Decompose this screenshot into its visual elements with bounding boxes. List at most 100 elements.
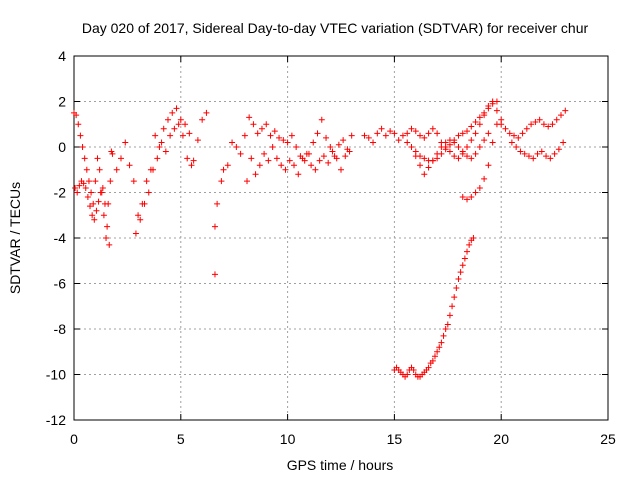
data-point [485, 130, 492, 137]
data-point [92, 178, 99, 185]
data-point [468, 155, 475, 162]
data-point [429, 157, 436, 164]
data-point [263, 121, 270, 128]
data-point [74, 189, 81, 196]
x-tick-label: 25 [600, 431, 616, 447]
data-point [220, 166, 227, 173]
data-point [558, 112, 565, 119]
data-points [71, 98, 569, 380]
data-point [404, 130, 411, 137]
data-point [498, 121, 505, 128]
data-point [229, 139, 236, 146]
data-point [562, 107, 569, 114]
data-point [438, 339, 445, 346]
data-point [291, 162, 298, 169]
data-point [82, 184, 89, 191]
data-point [464, 196, 471, 203]
data-point [73, 112, 80, 119]
data-point [425, 164, 432, 171]
data-point [284, 139, 291, 146]
data-point [543, 153, 550, 160]
data-point [303, 150, 310, 157]
data-point [83, 166, 90, 173]
data-point [502, 125, 509, 132]
data-point [481, 175, 488, 182]
data-point [404, 139, 411, 146]
data-point [481, 109, 488, 116]
data-point [137, 216, 144, 223]
data-point [468, 123, 475, 130]
data-point [560, 139, 567, 146]
data-point [451, 153, 458, 160]
data-point [446, 137, 453, 144]
data-point [261, 150, 268, 157]
data-point [211, 223, 218, 230]
data-point [199, 116, 206, 123]
data-point [276, 134, 283, 141]
data-point [464, 248, 471, 255]
data-point [451, 139, 458, 146]
data-point [81, 155, 88, 162]
data-point [335, 141, 342, 148]
data-point [100, 212, 107, 219]
data-point [106, 241, 113, 248]
data-point [551, 150, 558, 157]
data-point [89, 212, 96, 219]
data-point [233, 144, 240, 150]
data-point [179, 132, 186, 139]
data-point [453, 285, 460, 292]
data-point [470, 235, 477, 241]
data-point [436, 344, 443, 351]
data-point [314, 130, 321, 137]
data-point [399, 132, 406, 139]
x-tick-label: 5 [177, 431, 185, 447]
data-point [536, 116, 543, 123]
data-point [417, 132, 424, 139]
data-point [244, 178, 251, 185]
data-point [446, 148, 453, 155]
data-point [530, 155, 537, 162]
data-point [440, 332, 447, 339]
data-point [461, 255, 468, 262]
data-point [348, 132, 355, 139]
data-point [382, 132, 389, 139]
x-axis-label: GPS time / hours [287, 457, 394, 473]
y-axis-label: SDTVAR / TECUs [7, 182, 23, 294]
data-point [438, 144, 445, 150]
data-point [540, 121, 547, 128]
data-point [308, 162, 315, 169]
data-point [391, 130, 398, 137]
data-point [468, 137, 475, 144]
data-point [96, 166, 103, 173]
data-point [126, 162, 133, 169]
data-point [476, 121, 483, 128]
data-point [515, 134, 522, 141]
data-point [523, 125, 530, 132]
data-point [77, 132, 84, 139]
data-point [513, 144, 520, 150]
data-point [203, 109, 210, 116]
data-point [472, 130, 479, 137]
x-tick-label: 0 [70, 431, 78, 447]
data-point [472, 150, 479, 157]
data-point [476, 144, 483, 150]
y-tick-label: -12 [46, 412, 66, 428]
data-point [288, 132, 295, 139]
data-point [154, 155, 161, 162]
data-point [224, 162, 231, 169]
data-point [150, 166, 157, 173]
data-point [323, 134, 330, 141]
data-point [493, 98, 500, 105]
data-point [141, 200, 148, 207]
x-tick-label: 15 [387, 431, 403, 447]
data-point [252, 171, 259, 178]
data-point [286, 157, 293, 164]
grid-lines [74, 56, 608, 420]
y-tick-label: -6 [54, 276, 67, 292]
data-point [269, 144, 276, 150]
data-point [434, 130, 441, 137]
data-point [446, 312, 453, 319]
data-point [214, 200, 221, 207]
data-point [449, 303, 456, 310]
data-point [361, 132, 368, 139]
